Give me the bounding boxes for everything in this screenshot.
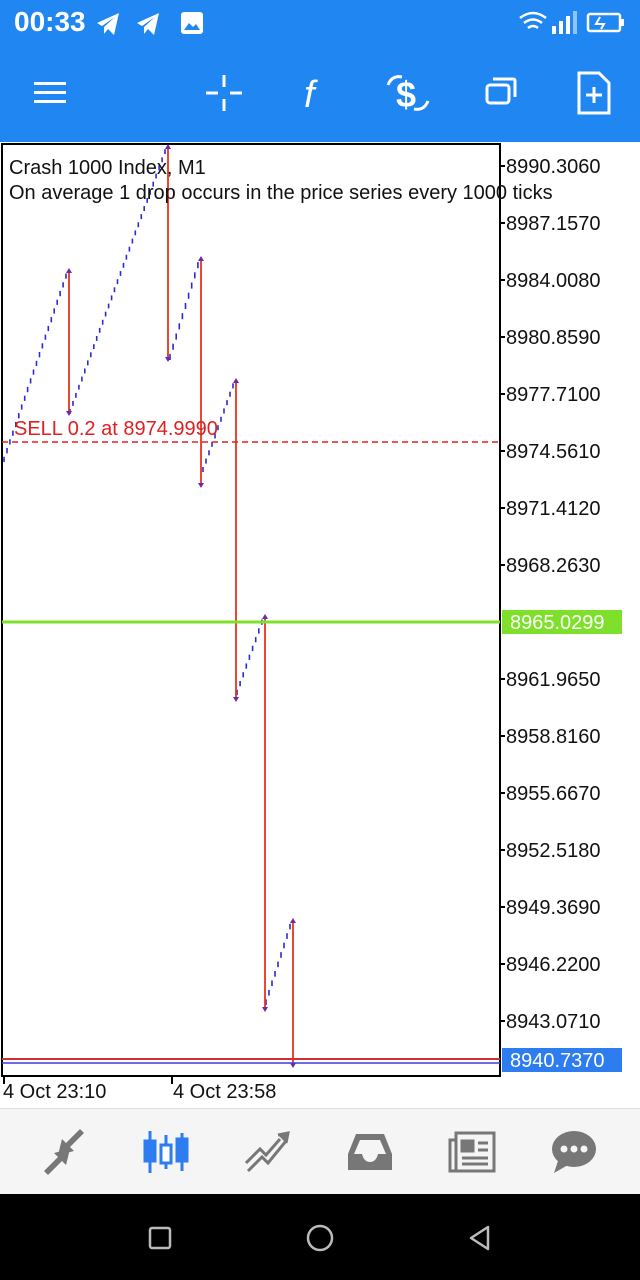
extreme-marker	[165, 357, 171, 362]
trade-arrows-icon[interactable]	[38, 1127, 90, 1177]
price-label: 8943.0710	[506, 1011, 601, 1033]
chart-candles-icon[interactable]	[140, 1127, 192, 1177]
bid-price-label: 8965.0299	[510, 612, 605, 634]
price-label: 8984.0080	[506, 270, 601, 292]
extreme-marker	[290, 918, 296, 923]
system-status-icons	[518, 8, 628, 43]
price-label: 8971.4120	[506, 498, 601, 520]
price-axis: 8990.3060 8987.1570 8984.0080 8980.8590 8977…	[500, 156, 601, 1033]
extreme-marker	[262, 614, 268, 619]
image-icon	[181, 12, 203, 34]
price-label: 8952.5180	[506, 840, 601, 862]
menu-icon[interactable]	[25, 68, 75, 118]
price-label: 8958.8160	[506, 726, 601, 748]
price-chart[interactable]: SELL 0.2 at 8974.9990 8965.0299 8940.737…	[0, 142, 640, 1108]
time-label: 4 Oct 23:10	[3, 1081, 106, 1103]
extreme-marker	[198, 483, 204, 488]
price-label: 8949.3690	[506, 897, 601, 919]
system-navigation-bar	[0, 1194, 640, 1280]
svg-text:f: f	[304, 74, 318, 115]
signal-icon	[552, 11, 577, 34]
extreme-marker	[66, 268, 72, 273]
bottom-navigation	[0, 1108, 640, 1195]
price-label: 8955.6670	[506, 783, 601, 805]
extreme-marker	[233, 378, 239, 383]
news-icon[interactable]	[446, 1127, 498, 1177]
price-label: 8961.9650	[506, 669, 601, 691]
extreme-marker	[198, 256, 204, 261]
status-bar: 00:33	[0, 0, 640, 46]
extreme-marker	[165, 144, 171, 149]
add-document-icon[interactable]	[568, 68, 618, 118]
time-label: 4 Oct 23:58	[173, 1081, 276, 1103]
status-time: 00:33	[14, 6, 86, 37]
price-label: 8980.8590	[506, 327, 601, 349]
wifi-icon	[519, 11, 547, 30]
indicators-icon[interactable]: f	[291, 68, 341, 118]
chart-toolbar: f $	[0, 46, 640, 142]
plot-frame	[1, 143, 501, 1077]
chart-description: On average 1 drop occurs in the price se…	[9, 182, 553, 204]
candle-series	[3, 144, 296, 1068]
back-icon[interactable]	[460, 1218, 500, 1258]
chart-canvas[interactable]: SELL 0.2 at 8974.9990 8965.0299 8940.737…	[0, 142, 640, 1108]
price-label: 8974.5610	[506, 441, 601, 463]
extreme-marker	[262, 1007, 268, 1012]
telegram-icon	[137, 13, 159, 35]
price-label: 8990.3060	[506, 156, 601, 178]
ask-price-label: 8940.7370	[510, 1050, 605, 1072]
recents-icon[interactable]	[140, 1218, 180, 1258]
notification-icons	[95, 10, 215, 43]
trade-line-icon[interactable]	[242, 1127, 294, 1177]
extreme-marker	[290, 1063, 296, 1068]
extreme-marker	[233, 697, 239, 702]
sell-order-label: SELL 0.2 at 8974.9990	[14, 418, 218, 440]
ask-price-tag	[502, 1048, 622, 1072]
trade-icon[interactable]: $	[383, 68, 433, 118]
inbox-icon[interactable]	[344, 1127, 396, 1177]
price-label: 8977.7100	[506, 384, 601, 406]
crosshair-icon[interactable]	[199, 68, 249, 118]
battery-charging-icon	[586, 12, 624, 33]
price-label: 8968.2630	[506, 555, 601, 577]
telegram-icon	[97, 13, 119, 35]
chat-icon[interactable]	[548, 1127, 600, 1177]
windows-icon[interactable]	[476, 68, 526, 118]
price-label: 8946.2200	[506, 954, 601, 976]
bid-price-tag	[502, 610, 622, 634]
extreme-marker	[66, 411, 72, 416]
chart-symbol: Crash 1000 Index, M1	[9, 157, 206, 179]
home-icon[interactable]	[300, 1218, 340, 1258]
price-label: 8987.1570	[506, 213, 601, 235]
svg-text:$: $	[396, 74, 416, 115]
